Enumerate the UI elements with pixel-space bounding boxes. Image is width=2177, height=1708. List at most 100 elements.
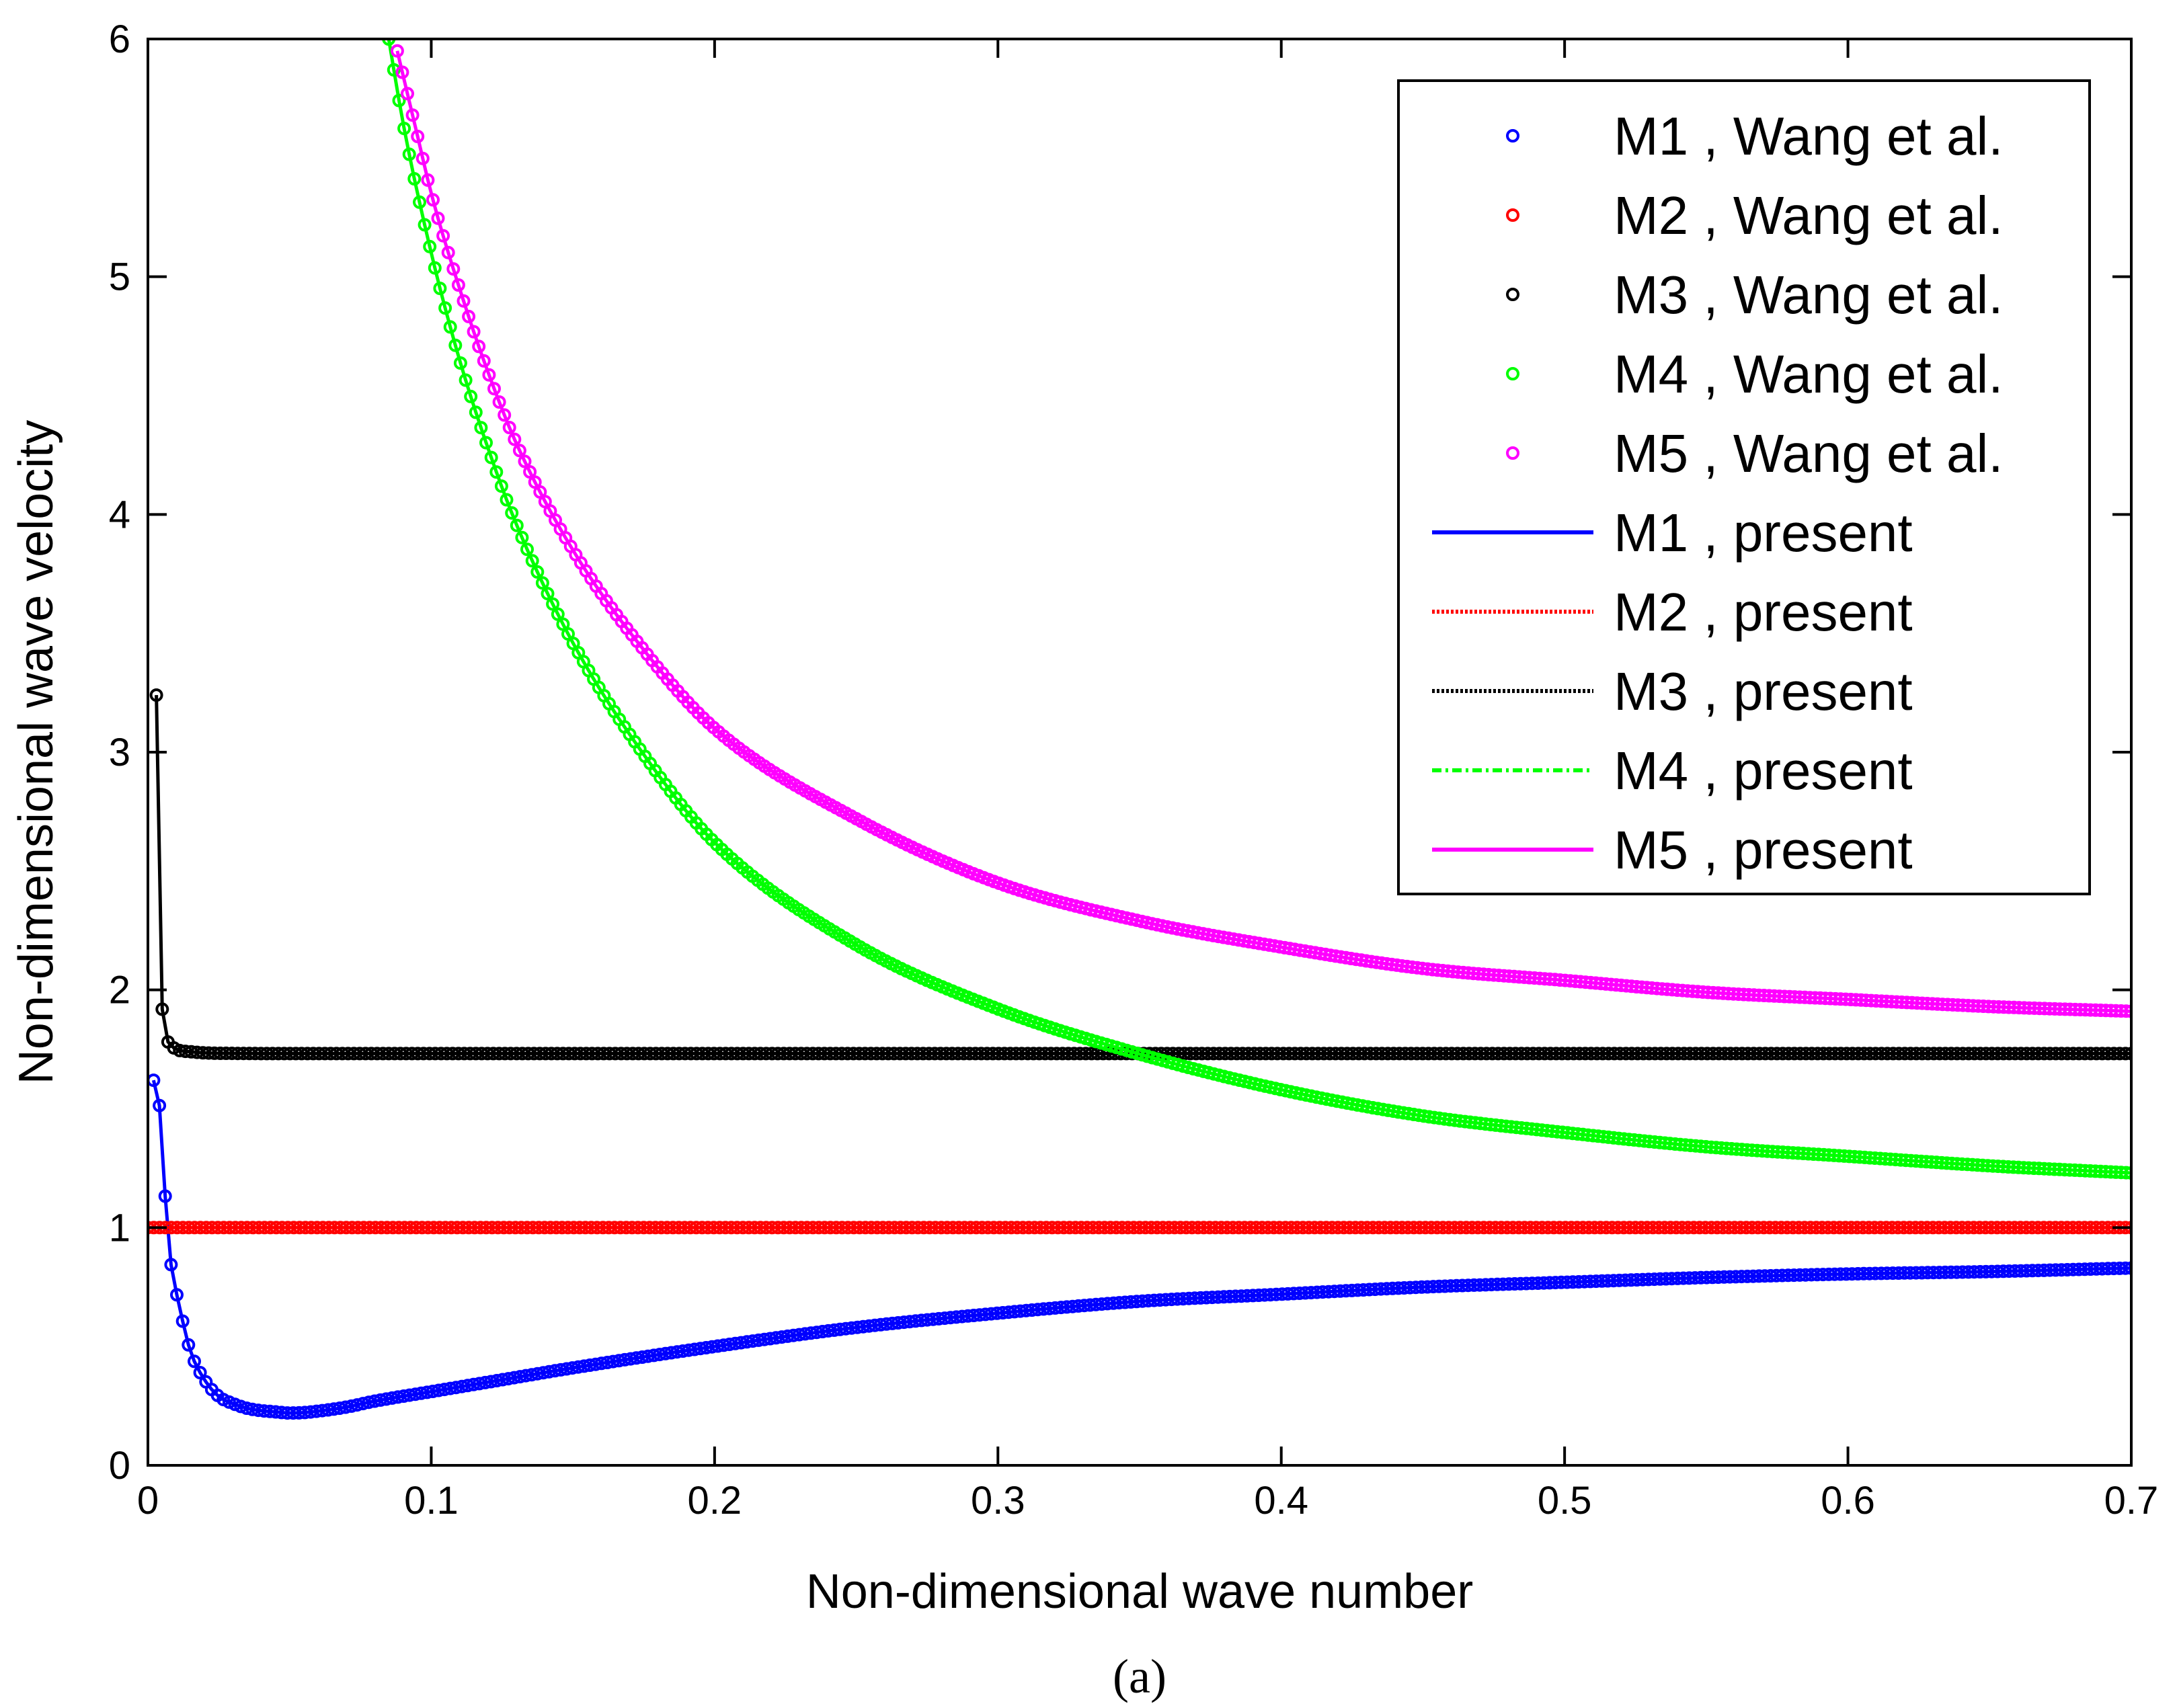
data-point-m5 <box>528 475 542 489</box>
x-tick-label: 0.3 <box>971 1479 1025 1522</box>
data-point-m4 <box>515 530 529 544</box>
data-point-m5 <box>436 229 450 243</box>
data-point-m5 <box>390 44 404 58</box>
data-point-m4 <box>494 479 508 493</box>
data-point-m5 <box>415 151 430 165</box>
legend-label: M4 , present <box>1614 741 1913 801</box>
y-tick-label: 5 <box>109 255 130 299</box>
series-m4 <box>382 39 2131 1180</box>
data-point-m1 <box>175 1314 190 1328</box>
data-point-m4 <box>2119 1166 2131 1180</box>
data-point-m4 <box>551 607 565 621</box>
data-point-m4 <box>428 261 442 275</box>
data-point-m4 <box>541 587 555 601</box>
data-point-m5 <box>411 130 425 143</box>
data-point-m4 <box>469 405 483 419</box>
data-point-m1 <box>193 1366 207 1379</box>
data-point-m5 <box>502 421 516 434</box>
data-point-m5 <box>2119 1004 2131 1018</box>
legend-label: M5 , present <box>1614 820 1913 880</box>
data-point-m5 <box>472 339 486 354</box>
data-point-m5 <box>421 173 435 187</box>
data-point-m5 <box>482 368 496 382</box>
data-point-m5 <box>446 262 461 276</box>
x-tick-label: 0.1 <box>404 1479 459 1522</box>
legend-label: M1 , present <box>1614 503 1913 563</box>
legend-marker <box>1506 208 1519 222</box>
data-point-m5 <box>498 408 512 422</box>
data-point-m4 <box>2125 1166 2131 1180</box>
data-point-m4 <box>505 506 519 520</box>
data-point-m4 <box>520 542 534 557</box>
data-point-m5 <box>426 193 440 207</box>
data-point-m1 <box>170 1288 184 1302</box>
ticks-layer: 0 0.1 0.2 0.3 0.4 0.5 0.6 0.7 0 1 2 3 4 5 6 <box>109 17 2159 1522</box>
legend: M1 , Wang et al. M2 , Wang et al. M3 , Wan… <box>1397 79 2091 895</box>
data-point-m5 <box>405 108 420 122</box>
legend-label: M3 , Wang et al. <box>1614 265 2004 325</box>
data-point-m5 <box>523 465 537 479</box>
data-point-m5 <box>508 432 522 446</box>
data-point-m4 <box>392 93 406 108</box>
x-axis-label: Non-dimensional wave number <box>806 1565 1474 1619</box>
data-point-m5 <box>441 245 455 259</box>
data-point-m5 <box>462 309 476 323</box>
data-point-m1 <box>153 1098 167 1112</box>
legend-item: M4 , Wang et al. <box>1506 344 2004 404</box>
data-point-m3 <box>149 688 163 702</box>
data-point-m4 <box>525 554 539 568</box>
legend-item: M2 , Wang et al. <box>1506 186 2004 245</box>
data-point-m4 <box>438 301 452 315</box>
data-point-m4 <box>535 576 549 590</box>
x-tick-label: 0 <box>137 1479 159 1522</box>
legend-item: M3 , Wang et al. <box>1506 265 2004 325</box>
legend-marker <box>1506 129 1519 143</box>
legend-item: M1 , present <box>1432 503 1913 563</box>
data-point-m1 <box>182 1338 196 1352</box>
data-point-m1 <box>2125 1261 2131 1275</box>
data-point-m5 <box>492 395 506 409</box>
data-point-m4 <box>510 518 524 532</box>
legend-label: M4 , Wang et al. <box>1614 344 2004 404</box>
data-point-m5 <box>487 382 501 396</box>
data-point-m4 <box>397 122 411 136</box>
data-point-m1 <box>344 1399 358 1413</box>
data-point-m5 <box>512 444 526 458</box>
data-point-m5 <box>395 65 409 79</box>
data-point-m3 <box>2125 1047 2131 1061</box>
data-point-m4 <box>387 63 401 77</box>
x-tick-label: 0.2 <box>688 1479 742 1522</box>
legend-marker <box>1506 446 1519 460</box>
data-point-m4 <box>402 147 416 161</box>
data-point-m4 <box>556 617 570 631</box>
data-point-m4 <box>474 421 488 435</box>
y-tick-label: 1 <box>109 1206 130 1250</box>
legend-item: M1 , Wang et al. <box>1506 106 2004 166</box>
legend-label: M1 , Wang et al. <box>1614 106 2004 166</box>
data-point-m4 <box>530 565 545 579</box>
data-point-m5 <box>477 354 491 368</box>
legend-marker <box>1506 288 1519 301</box>
legend-item: M3 , present <box>1432 661 1913 721</box>
data-point-m5 <box>401 87 414 101</box>
y-tick-label: 6 <box>109 17 130 61</box>
data-point-m4 <box>546 597 560 611</box>
y-tick-label: 3 <box>109 731 130 774</box>
data-point-m4 <box>484 450 498 464</box>
y-tick-label: 0 <box>109 1444 130 1488</box>
legend-marker <box>1506 367 1519 380</box>
x-tick-label: 0.5 <box>1538 1479 1592 1522</box>
data-point-m4 <box>433 282 447 295</box>
data-point-m4 <box>407 172 422 186</box>
data-point-m1 <box>350 1398 364 1412</box>
data-point-m5 <box>518 454 532 469</box>
series-layer <box>148 39 2131 1420</box>
data-point-m4 <box>448 338 463 352</box>
data-point-m4 <box>500 493 514 507</box>
x-tick-label: 0.6 <box>1821 1479 1875 1522</box>
y-axis-label: Non-dimensional wave velocity <box>9 420 63 1084</box>
data-point-m1 <box>234 1399 248 1414</box>
data-point-m1 <box>164 1258 178 1272</box>
y-tick-label: 2 <box>109 969 130 1012</box>
